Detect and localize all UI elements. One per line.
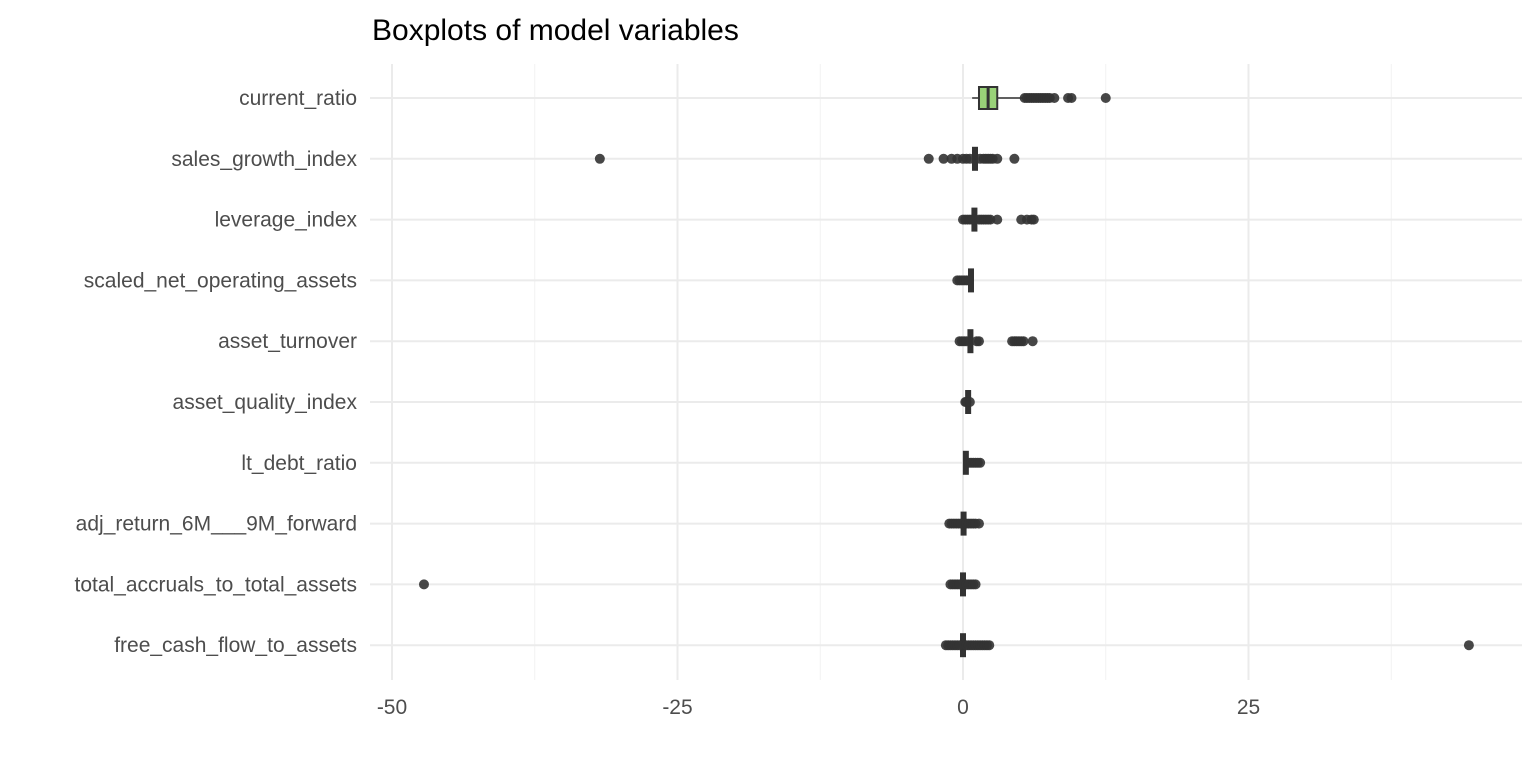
x-tick-label: 25 <box>1237 696 1260 719</box>
outlier-point <box>418 579 429 590</box>
category-label: current_ratio <box>239 87 357 110</box>
outlier-point <box>938 153 949 164</box>
boxplot-total-accruals-to-total-assets <box>418 572 981 597</box>
boxplot-lt-debt-ratio <box>962 450 986 475</box>
boxplot-asset-turnover <box>954 329 1038 354</box>
outlier-point <box>954 640 965 651</box>
outlier-point <box>1009 153 1020 164</box>
outlier-point <box>973 518 984 529</box>
category-label: leverage_index <box>215 209 358 232</box>
outlier-point <box>1049 93 1060 103</box>
x-tick-label: -50 <box>377 696 407 719</box>
outlier-point <box>954 579 965 590</box>
boxplot-asset-quality-index <box>960 390 975 414</box>
outlier-point <box>1463 640 1474 651</box>
outlier-point <box>1100 93 1111 103</box>
x-tick-label: 0 <box>957 696 969 719</box>
boxplot-scaled-net-operating-assets <box>952 268 974 293</box>
boxplot-current-ratio <box>972 86 1111 110</box>
outlier-point <box>1066 93 1077 103</box>
outlier-point <box>973 336 984 347</box>
category-labels: current_ratio sales_growth_index leverage_… <box>74 87 357 657</box>
outlier-point <box>992 153 1003 164</box>
outlier-point <box>1018 336 1029 347</box>
boxplot-free-cash-flow-to-assets <box>940 633 1474 658</box>
category-label: asset_turnover <box>218 330 357 353</box>
boxplot-leverage-index <box>958 207 1039 232</box>
outlier-point <box>970 579 981 590</box>
outlier-point <box>984 640 995 651</box>
outlier-point <box>963 275 974 286</box>
category-label: lt_debt_ratio <box>241 452 357 475</box>
outlier-point <box>992 214 1003 225</box>
category-label: free_cash_flow_to_assets <box>114 634 357 657</box>
category-label: scaled_net_operating_assets <box>84 269 357 292</box>
outlier-point <box>1027 336 1038 347</box>
boxplot-sales-growth-index <box>594 146 1020 171</box>
outlier-point <box>923 153 934 164</box>
category-label: asset_quality_index <box>173 391 358 414</box>
outlier-point <box>964 153 975 164</box>
outlier-point <box>985 214 996 225</box>
category-label: adj_return_6M___9M_forward <box>76 513 357 536</box>
outlier-point <box>961 336 972 347</box>
chart-title: Boxplots of model variables <box>372 14 739 47</box>
x-tick-label: -25 <box>662 696 692 719</box>
x-tick-labels: -50 -25 0 25 <box>377 696 1260 719</box>
outlier-point <box>1028 214 1039 225</box>
outlier-point <box>964 397 975 407</box>
outlier-point <box>594 153 605 164</box>
category-label: sales_growth_index <box>171 148 357 171</box>
boxplot-adj-return-6M-9M-forward <box>944 511 984 536</box>
outlier-point <box>975 457 986 468</box>
boxes <box>418 86 1474 658</box>
outlier-point <box>967 214 978 225</box>
category-label: total_accruals_to_total_assets <box>74 573 357 596</box>
